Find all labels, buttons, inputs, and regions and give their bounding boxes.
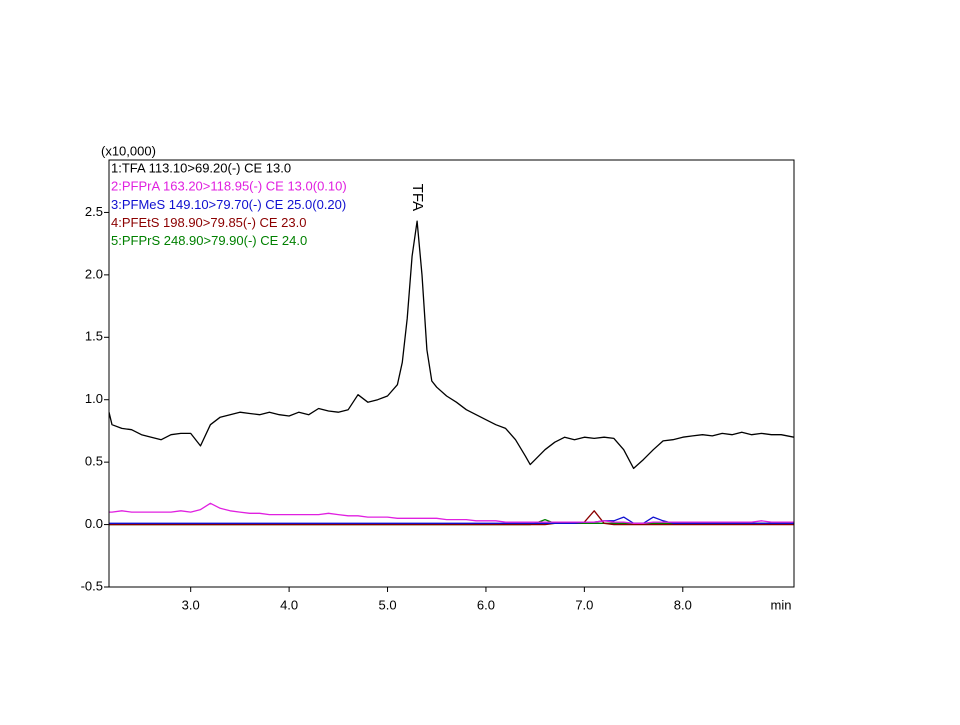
y-tick-label: 2.0 — [85, 266, 103, 281]
x-tick-label: 8.0 — [674, 597, 692, 612]
y-unit-label: (x10,000) — [101, 143, 156, 158]
y-tick-label: 2.5 — [85, 204, 103, 219]
x-tick-label: 5.0 — [378, 597, 396, 612]
y-tick-label: 0.0 — [85, 516, 103, 531]
peak-annotation: TFA — [409, 184, 426, 212]
legend-entry: 1:TFA 113.10>69.20(-) CE 13.0 — [111, 160, 291, 175]
y-tick-label: -0.5 — [81, 578, 103, 593]
x-tick-label: 4.0 — [280, 597, 298, 612]
plot-area — [109, 220, 794, 526]
legend-entry: 5:PFPrS 248.90>79.90(-) CE 24.0 — [111, 233, 307, 248]
x-tick-label: 3.0 — [182, 597, 200, 612]
legend-entry: 4:PFEtS 198.90>79.85(-) CE 23.0 — [111, 215, 306, 230]
y-tick-label: 1.0 — [85, 391, 103, 406]
y-tick-label: 0.5 — [85, 454, 103, 469]
trace — [109, 510, 794, 526]
y-tick-label: 1.5 — [85, 329, 103, 344]
trace — [109, 220, 794, 470]
legend-entry: 2:PFPrA 163.20>118.95(-) CE 13.0(0.10) — [111, 179, 347, 194]
plot-frame — [108, 159, 795, 588]
x-tick-label: 7.0 — [575, 597, 593, 612]
x-axis-label: min — [771, 597, 792, 612]
trace — [109, 502, 794, 524]
legend-entry: 3:PFMeS 149.10>79.70(-) CE 25.0(0.20) — [111, 197, 346, 212]
x-tick-label: 6.0 — [477, 597, 495, 612]
